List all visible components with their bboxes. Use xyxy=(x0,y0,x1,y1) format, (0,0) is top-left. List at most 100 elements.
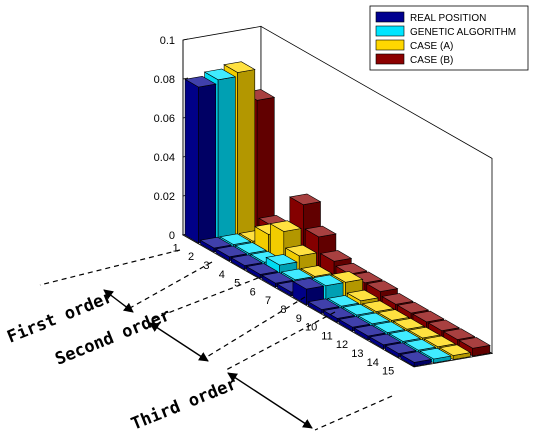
annotation-dashed-line xyxy=(204,296,306,359)
legend-label: REAL POSITION xyxy=(410,13,486,24)
x-tick-label: 2 xyxy=(188,251,194,263)
annotation-dashed-line xyxy=(149,277,259,321)
bar-top-face xyxy=(311,274,344,287)
bar-side-face xyxy=(256,96,275,234)
bar-top-face xyxy=(399,351,433,363)
bar-top-face xyxy=(304,225,337,238)
bar-top-face xyxy=(361,300,395,312)
bar xyxy=(399,351,433,367)
bar-front-face xyxy=(184,78,199,244)
bar-top-face xyxy=(338,316,371,328)
z-tick-mark xyxy=(182,38,189,41)
annotation-arrow xyxy=(149,322,209,362)
bar-top-face xyxy=(458,337,491,349)
bar-top-face xyxy=(442,328,476,340)
bar-top-face xyxy=(438,344,472,356)
bar-top-face xyxy=(392,318,426,330)
legend-label: CASE (B) xyxy=(410,55,453,66)
z-tick-mark xyxy=(182,77,189,80)
bar-top-face xyxy=(284,244,318,257)
bar-top-face xyxy=(384,342,417,354)
x-tick-label: 6 xyxy=(250,286,256,298)
bar-top-face xyxy=(427,319,460,332)
x-tick-label: 7 xyxy=(265,295,271,307)
x-tick-label: 13 xyxy=(351,348,363,360)
bar-top-face xyxy=(396,301,430,314)
x-tick-label: 9 xyxy=(296,313,302,325)
bar-top-face xyxy=(342,303,375,316)
bar-top-face xyxy=(307,298,340,310)
x-tick-label: 11 xyxy=(321,330,332,342)
x-tick-label: 3 xyxy=(203,260,209,272)
bar-side-face xyxy=(198,83,217,244)
bar-top-face xyxy=(412,310,445,323)
bar-top-face xyxy=(199,236,233,249)
annotation-arrow xyxy=(227,372,313,429)
bar-top-face xyxy=(331,271,364,283)
z-tick-label: 0.1 xyxy=(160,35,175,47)
bar-top-face xyxy=(353,324,387,337)
bar-top-face xyxy=(265,254,298,266)
bar-top-face xyxy=(322,307,356,319)
annotation-dashed-line xyxy=(129,261,213,309)
bar-top-face xyxy=(335,262,368,275)
annotation-dashed-line xyxy=(225,311,336,371)
z-tick-label: 0.08 xyxy=(154,74,175,86)
x-tick-label: 1 xyxy=(173,242,179,254)
annotation-dashed-line xyxy=(39,249,181,286)
z-tick-label: 0 xyxy=(169,230,175,242)
bar-top-face xyxy=(357,312,391,325)
bar-top-face xyxy=(423,335,456,348)
bar-top-face xyxy=(261,272,294,284)
bar-top-face xyxy=(234,242,267,254)
bar-top-face xyxy=(381,293,414,305)
annotation-arrow xyxy=(103,289,134,313)
bar-top-face xyxy=(219,233,252,245)
legend-swatch xyxy=(375,39,405,51)
z-tick-label: 0.06 xyxy=(154,113,175,125)
bar-top-face xyxy=(288,193,322,206)
bar-top-face xyxy=(403,339,437,351)
bar-top-face xyxy=(319,250,353,262)
annotation-label: Third order xyxy=(128,374,240,435)
x-tick-label: 10 xyxy=(305,322,317,334)
x-tick-label: 12 xyxy=(336,339,348,351)
bar-top-face xyxy=(292,277,325,290)
x-tick-label: 5 xyxy=(234,278,240,290)
bar-side-face xyxy=(217,76,236,241)
bar-top-face xyxy=(245,263,279,275)
x-tick-label: 14 xyxy=(367,357,379,369)
bar-top-face xyxy=(203,68,237,81)
x-tick-label: 8 xyxy=(280,304,286,316)
bar-top-face xyxy=(369,333,402,346)
legend-label: GENETIC ALGORITHM xyxy=(410,27,516,38)
bars xyxy=(184,61,491,367)
bar-top-face xyxy=(300,265,333,277)
bar-top-face xyxy=(365,280,399,292)
bar-top-face xyxy=(215,245,248,258)
bar-top-face xyxy=(419,347,452,360)
bar-top-face xyxy=(230,254,263,266)
bar-top-face xyxy=(269,220,302,232)
bar xyxy=(307,298,340,315)
bar xyxy=(184,75,217,244)
bar-top-face xyxy=(377,309,410,321)
bar-top-face xyxy=(326,295,360,307)
x-tick-label: 15 xyxy=(382,366,394,378)
legend-label: CASE (A) xyxy=(410,41,453,52)
bar-top-face xyxy=(184,75,217,88)
annotation-dashed-line xyxy=(314,395,393,431)
bar-top-face xyxy=(373,321,406,333)
bar-top-face xyxy=(223,61,256,73)
bar-side-face xyxy=(237,69,256,237)
legend-swatch xyxy=(375,53,405,65)
x-tick-label: 4 xyxy=(219,269,225,281)
z-tick-label: 0.04 xyxy=(154,152,175,164)
legend-swatch xyxy=(375,11,405,23)
bar-top-face xyxy=(408,326,441,339)
bar-top-face xyxy=(388,330,421,342)
z-tick-label: 0.02 xyxy=(154,191,175,203)
